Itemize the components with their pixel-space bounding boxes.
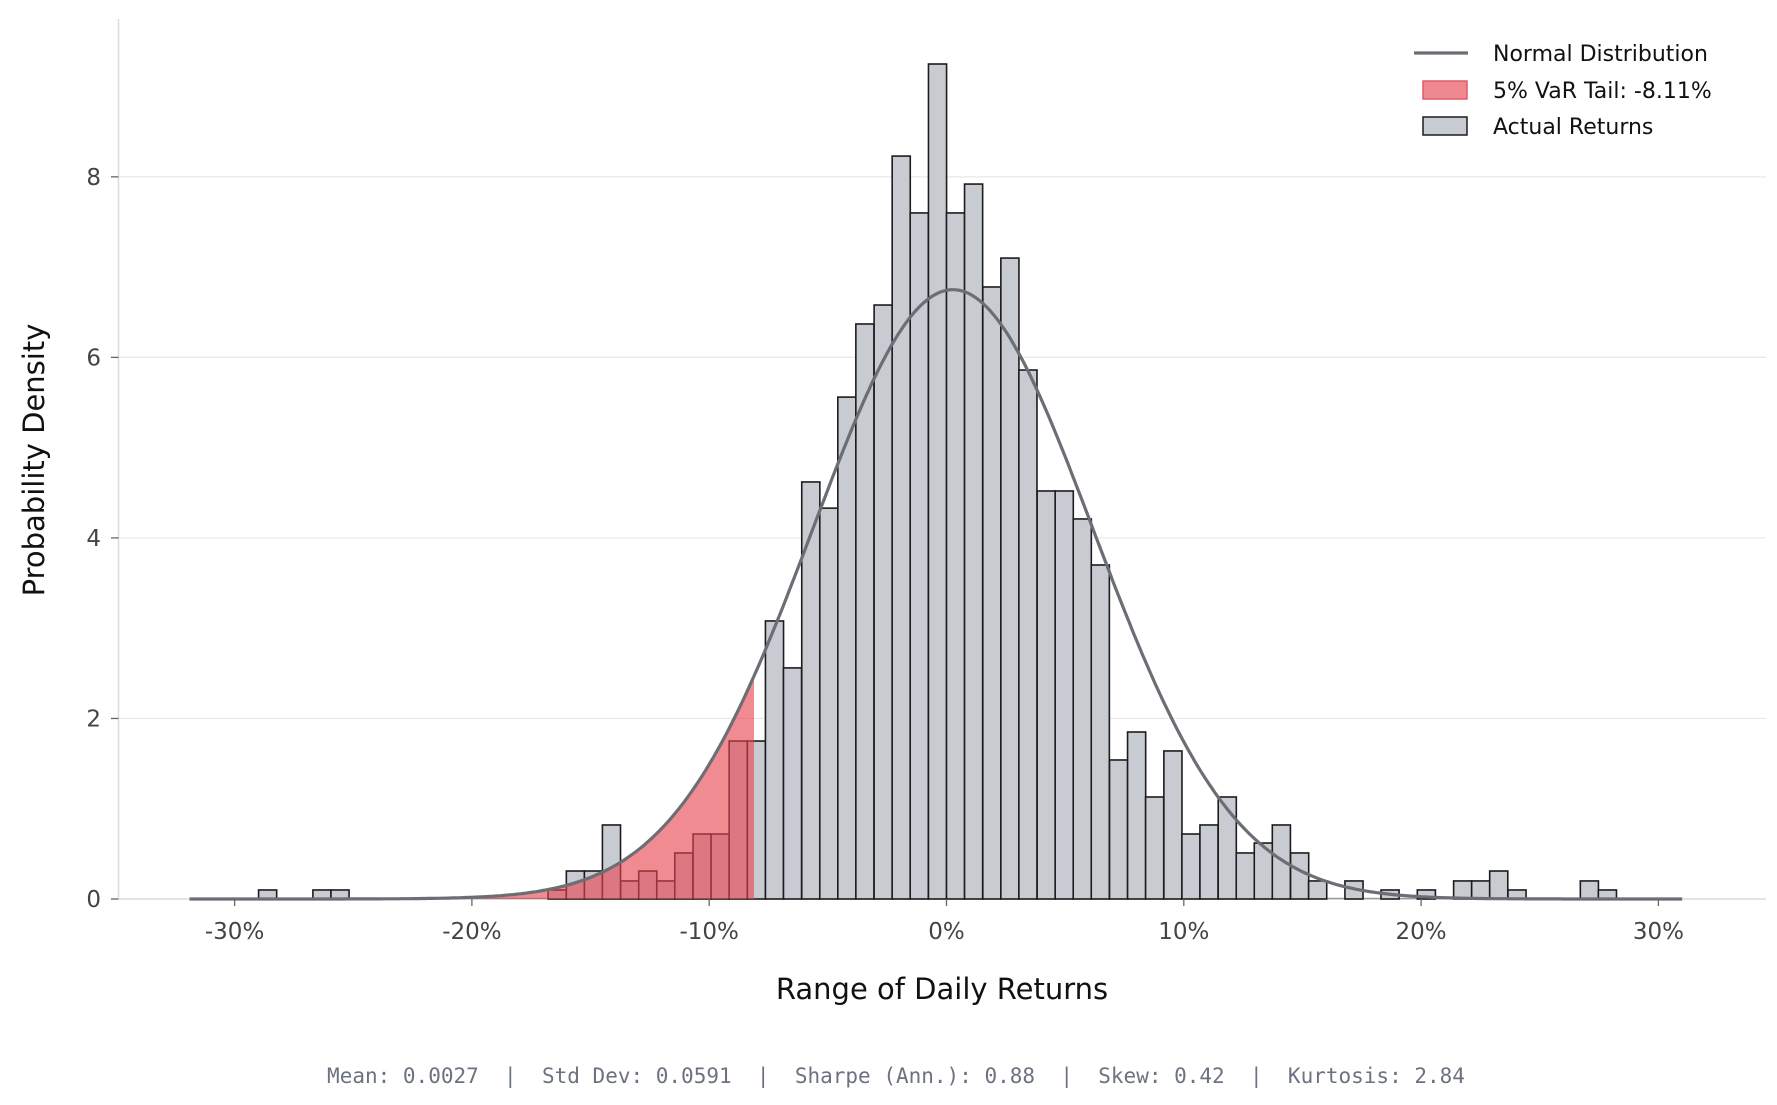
histogram-bar (800, 481, 821, 900)
x-tick-label: 20% (1396, 919, 1447, 945)
histogram-bar (1307, 880, 1328, 900)
x-tick-label: 10% (1158, 919, 1209, 945)
histogram-bar (1416, 889, 1437, 900)
y-tick-label: 2 (86, 706, 101, 732)
histogram-bar (1470, 880, 1491, 900)
histogram-bar (982, 286, 1002, 900)
histogram-bar (1126, 731, 1147, 900)
legend-bar-swatch (1422, 116, 1468, 136)
legend-label: Actual Returns (1493, 115, 1653, 140)
histogram-bar (1199, 824, 1219, 900)
y-tick-label: 8 (86, 165, 101, 191)
histogram-bar (1579, 880, 1600, 900)
stats-footer: Mean: 0.0027 | Std Dev: 0.0591 | Sharpe … (327, 1064, 1465, 1089)
histogram-bar (873, 304, 894, 900)
histogram-bar (818, 507, 839, 900)
y-tick-label: 6 (86, 345, 101, 371)
y-tick-label: 0 (86, 887, 101, 913)
histogram-bar (1217, 796, 1238, 900)
histogram-bar (1090, 564, 1111, 900)
x-ticks: -30% -20% -10% 0% 10% 20% 30% (205, 899, 1684, 945)
histogram-bar (1181, 833, 1201, 900)
x-tick-label: 0% (928, 919, 965, 945)
var-tail-area (189, 676, 755, 899)
normal-curve (189, 288, 1683, 901)
legend: Normal Distribution 5% VaR Tail: -8.11% … (1414, 42, 1712, 140)
legend-label: Normal Distribution (1493, 42, 1708, 67)
histogram-bar (1054, 490, 1075, 900)
legend-var-swatch (1422, 80, 1468, 100)
y-tick-label: 4 (86, 526, 101, 552)
x-tick-label: -20% (442, 919, 501, 945)
histogram-bar (1235, 852, 1256, 900)
histogram-bar (1163, 750, 1183, 900)
legend-label: 5% VaR Tail: -8.11% (1493, 79, 1712, 104)
x-tick-label: -10% (679, 919, 738, 945)
histogram-bar (782, 667, 803, 900)
histogram-bar (1108, 759, 1129, 900)
histogram-bar (891, 155, 912, 900)
histogram-bar (1488, 870, 1509, 900)
histogram-bar (1018, 369, 1038, 900)
x-tick-label: -30% (205, 919, 264, 945)
histogram-bar (1144, 796, 1165, 900)
bars (189, 63, 1683, 900)
histogram-bar (1452, 880, 1473, 900)
histogram-bar (1072, 518, 1093, 900)
histogram-bar (945, 212, 966, 900)
histogram-bar (1289, 852, 1310, 900)
histogram-bar (764, 620, 785, 900)
y-ticks: 0 2 4 6 8 (86, 165, 119, 913)
histogram-bar (927, 63, 948, 900)
histogram-bar (1036, 490, 1057, 900)
x-axis-label: Range of Daily Returns (776, 972, 1108, 1006)
y-axis-label: Probability Density (17, 324, 51, 597)
histogram-bar (837, 396, 857, 900)
x-tick-label: 30% (1633, 919, 1684, 945)
histogram-bar (1000, 257, 1020, 900)
